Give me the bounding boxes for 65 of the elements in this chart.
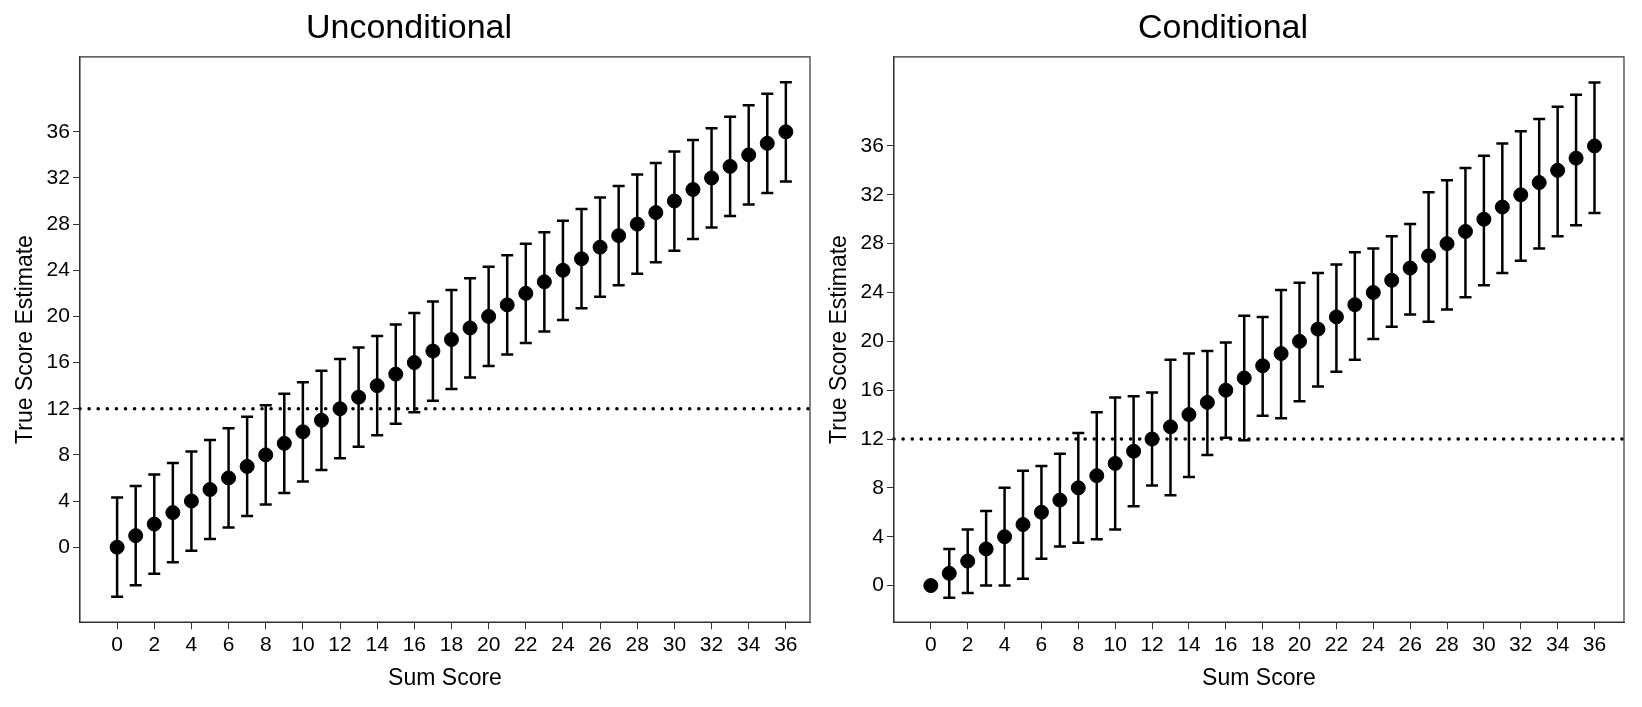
x-tick-label: 34	[1545, 631, 1570, 655]
y-tick-label: 24	[46, 257, 71, 281]
x-tick-label: 32	[1509, 631, 1533, 655]
y-tick-label: 16	[46, 349, 70, 373]
x-tick-label: 2	[148, 631, 161, 655]
y-tick-label: 20	[46, 303, 70, 327]
y-tick-label: 4	[872, 523, 885, 547]
x-tick-label: 4	[998, 631, 1011, 655]
y-tick-label: 36	[860, 132, 884, 156]
x-tick-label: 10	[291, 631, 315, 655]
point	[923, 578, 939, 594]
x-axis-title: Sum Score	[1202, 663, 1316, 690]
x-tick-label: 2	[961, 631, 974, 655]
x-tick-label: 0	[924, 631, 937, 655]
y-tick-label: 8	[58, 441, 70, 465]
x-tick-label: 12	[1140, 631, 1164, 655]
x-tick-label: 12	[328, 631, 352, 655]
y-tick-label: 4	[58, 487, 71, 511]
x-tick-label: 16	[402, 631, 427, 655]
x-tick-label: 14	[365, 631, 390, 655]
y-axis-title: True Score Estimate	[11, 235, 38, 444]
y-tick-label: 8	[872, 474, 884, 498]
y-tick-label: 36	[46, 118, 70, 142]
x-tick-label: 8	[259, 631, 272, 655]
x-tick-label: 28	[1435, 631, 1459, 655]
x-tick-label: 36	[774, 631, 798, 655]
y-tick-label: 12	[46, 395, 70, 419]
x-tick-label: 24	[1361, 631, 1386, 655]
x-tick-label: 30	[1472, 631, 1496, 655]
y-tick-label: 16	[860, 376, 884, 400]
x-tick-label: 16	[1214, 631, 1238, 655]
chart-title: Conditional	[1137, 6, 1309, 45]
x-axis-title: Sum Score	[388, 663, 502, 690]
x-tick-label: 18	[1250, 631, 1275, 655]
y-tick-label: 20	[860, 328, 884, 352]
x-tick-label: 20	[476, 631, 501, 655]
x-tick-label: 8	[1072, 631, 1085, 655]
y-tick-label: 32	[860, 181, 884, 205]
x-tick-label: 30	[662, 631, 687, 655]
chart-title: Unconditional	[305, 6, 513, 45]
x-tick-label: 4	[185, 631, 198, 655]
x-tick-label: 22	[1324, 631, 1349, 655]
x-tick-label: 36	[1582, 631, 1607, 655]
y-tick-label: 28	[860, 230, 884, 254]
y-tick-label: 12	[860, 425, 884, 449]
x-tick-label: 20	[1287, 631, 1312, 655]
y-tick-label: 28	[46, 210, 70, 234]
x-tick-label: 24	[551, 631, 575, 655]
x-tick-label: 10	[1103, 631, 1127, 655]
x-tick-label: 32	[699, 631, 724, 655]
y-tick-label: 0	[58, 533, 70, 557]
x-tick-label: 28	[625, 631, 649, 655]
y-tick-label: 32	[46, 164, 70, 188]
x-tick-label: 6	[1035, 631, 1048, 655]
x-tick-label: 34	[737, 631, 761, 655]
y-tick-label: 0	[872, 572, 884, 596]
x-tick-label: 14	[1177, 631, 1201, 655]
y-axis-title: True Score Estimate	[825, 235, 852, 444]
y-tick-label: 24	[860, 279, 885, 303]
x-tick-label: 6	[222, 631, 235, 655]
x-tick-label: 26	[1398, 631, 1422, 655]
x-tick-label: 0	[111, 631, 123, 655]
x-tick-label: 22	[514, 631, 538, 655]
x-tick-label: 18	[439, 631, 464, 655]
x-tick-label: 26	[588, 631, 612, 655]
